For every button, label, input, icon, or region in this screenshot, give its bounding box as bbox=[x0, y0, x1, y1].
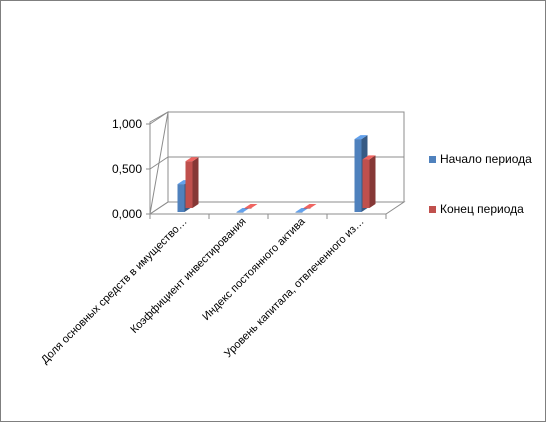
gridline bbox=[149, 111, 404, 125]
legend-label: Начало периода bbox=[440, 152, 532, 166]
gridlines bbox=[149, 111, 404, 170]
bar bbox=[362, 155, 376, 208]
y-tick-label: 1,000 bbox=[112, 117, 142, 131]
bar bbox=[236, 208, 250, 213]
bar bbox=[295, 208, 309, 213]
y-axis-ticks: 0,000 0,500 1,000 bbox=[112, 117, 150, 221]
x-axis-ticks: Доля основных средств в имущество…Коэффи… bbox=[39, 214, 387, 366]
bar bbox=[185, 157, 199, 208]
x-tick-label: Индекс постоянного актива bbox=[200, 215, 308, 323]
legend: Начало периода Конец периода bbox=[429, 152, 532, 216]
gridline bbox=[149, 156, 404, 170]
x-tick-label: Коэффициент инвестирования bbox=[128, 216, 248, 336]
bar bbox=[244, 204, 258, 209]
bar bbox=[303, 204, 317, 209]
y-tick-label: 0,000 bbox=[112, 207, 142, 221]
floor bbox=[148, 201, 406, 215]
legend-swatch bbox=[429, 156, 436, 163]
bars bbox=[177, 135, 376, 213]
legend-label: Конец периода bbox=[440, 202, 524, 216]
legend-swatch bbox=[429, 206, 436, 213]
y-tick-label: 0,500 bbox=[112, 162, 142, 176]
